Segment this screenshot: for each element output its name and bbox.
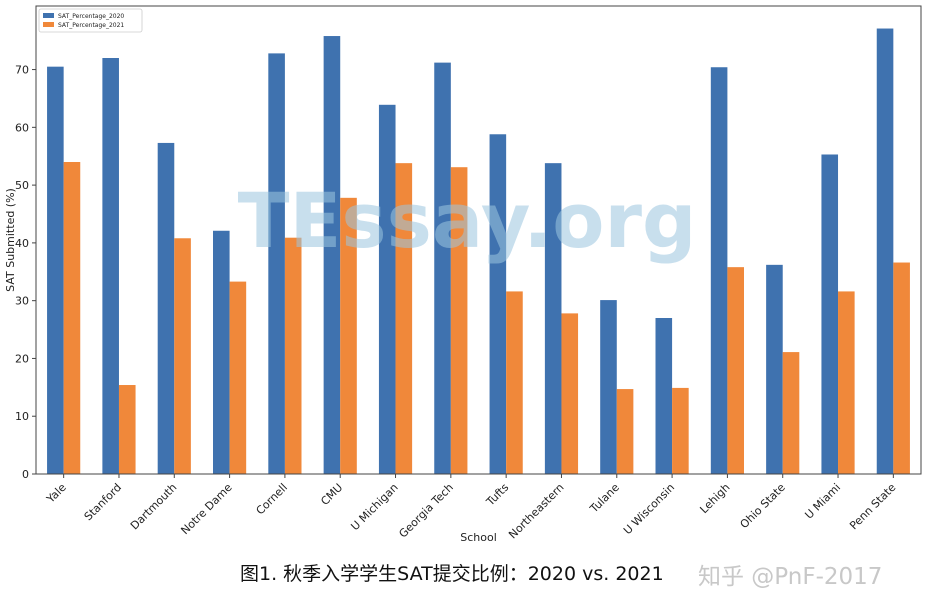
bar-2020-u-michigan — [378, 104, 396, 475]
bar-2021-u-wisconsin — [672, 387, 689, 474]
y-tick-label: 60 — [15, 121, 29, 134]
tessay-watermark: TEssay.org — [238, 176, 697, 265]
y-tick-label: 40 — [15, 237, 29, 250]
x-tick-label: U Wisconsin — [621, 481, 677, 537]
bar-2020-tulane — [600, 300, 617, 474]
x-tick-label: Notre Dame — [178, 481, 234, 537]
bar-2020-yale — [47, 66, 64, 475]
figure-caption: 图1. 秋季入学学生SAT提交比例：2020 vs. 2021 — [240, 563, 664, 585]
bar-2020-dartmouth — [157, 142, 175, 474]
x-tick-label: Dartmouth — [128, 481, 179, 532]
legend-label-1: SAT_Percentage_2021 — [58, 22, 124, 29]
plot-frame — [35, 5, 922, 475]
chart-figure: TEssay.org 0 10 20 30 40 50 60 70 Yale Stanford Dar… — [4, 5, 922, 544]
bar-2021-dartmouth — [174, 238, 191, 474]
bar-2021-lehigh — [727, 267, 744, 474]
x-tick-label: Northeastern — [506, 481, 566, 541]
legend-box — [38, 8, 143, 33]
bar-2020-lehigh — [710, 67, 728, 475]
x-tick-label: Lehigh — [697, 481, 732, 516]
x-tick-label: Ohio State — [738, 481, 788, 531]
bar-2021-notre-dame — [229, 281, 247, 474]
bar-2021-ohio-state — [782, 352, 800, 474]
x-tick-label: Stanford — [82, 481, 124, 523]
x-tick-label: Georgia Tech — [396, 481, 456, 541]
bar-2020-cornell — [268, 53, 285, 474]
y-tick-label: 50 — [15, 179, 29, 192]
bar-2020-u-miami — [821, 154, 839, 475]
bar-2021-cornell — [284, 237, 302, 474]
bar-2021-tufts — [506, 291, 523, 474]
legend-swatch-1 — [43, 22, 54, 27]
x-axis-label: School — [460, 531, 497, 544]
y-tick-label: 20 — [15, 352, 29, 365]
bar-2021-northeastern — [561, 313, 579, 474]
x-tick-label: U Miami — [802, 481, 843, 522]
bar-2021-u-michigan — [395, 163, 413, 474]
bar-2020-penn-state — [876, 28, 894, 475]
x-tick-label: Tufts — [483, 481, 511, 509]
y-tick-label: 70 — [15, 64, 29, 77]
bar-2020-notre-dame — [213, 230, 230, 474]
bar-2020-ohio-state — [766, 264, 783, 474]
y-tick-label: 0 — [22, 468, 29, 481]
bar-2021-cmu — [340, 197, 357, 474]
x-tick-label: Penn State — [847, 481, 898, 532]
bar-2021-penn-state — [893, 262, 910, 474]
x-tick-label: U Michigan — [348, 481, 400, 533]
legend-swatch-0 — [43, 13, 54, 18]
bar-2021-tulane — [616, 389, 634, 474]
y-tick-label: 30 — [15, 295, 29, 308]
bar-2021-yale — [63, 162, 81, 474]
bar-2020-u-wisconsin — [655, 318, 673, 474]
bar-2020-georgia-tech — [434, 62, 451, 475]
bar-2020-stanford — [102, 58, 119, 474]
bar-2020-tufts — [489, 134, 507, 474]
bar-2021-u-miami — [838, 291, 855, 474]
y-tick-label: 10 — [15, 410, 29, 423]
bar-2021-georgia-tech — [450, 167, 468, 474]
bar-2021-stanford — [118, 385, 136, 474]
x-tick-label: CMU — [318, 481, 345, 508]
zhihu-watermark: 知乎 @PnF-2017 — [698, 564, 883, 590]
caption-row: 图1. 秋季入学学生SAT提交比例：2020 vs. 2021 知乎 @PnF-… — [0, 557, 936, 597]
bar-chart: TEssay.org 0 10 20 30 40 50 60 70 Yale Stanford Dar… — [4, 5, 922, 544]
y-axis-label: SAT Submitted (%) — [4, 188, 17, 292]
x-tick-label: Cornell — [254, 481, 290, 517]
legend-label-0: SAT_Percentage_2020 — [58, 13, 124, 20]
bar-2020-cmu — [323, 36, 341, 474]
chart-svg: TEssay.org 0 10 20 30 40 50 60 70 Yale Stanford Dar… — [4, 5, 922, 544]
x-tick-label: Yale — [43, 481, 68, 506]
bar-2020-northeastern — [544, 163, 562, 474]
x-tick-label: Tulane — [587, 481, 622, 516]
